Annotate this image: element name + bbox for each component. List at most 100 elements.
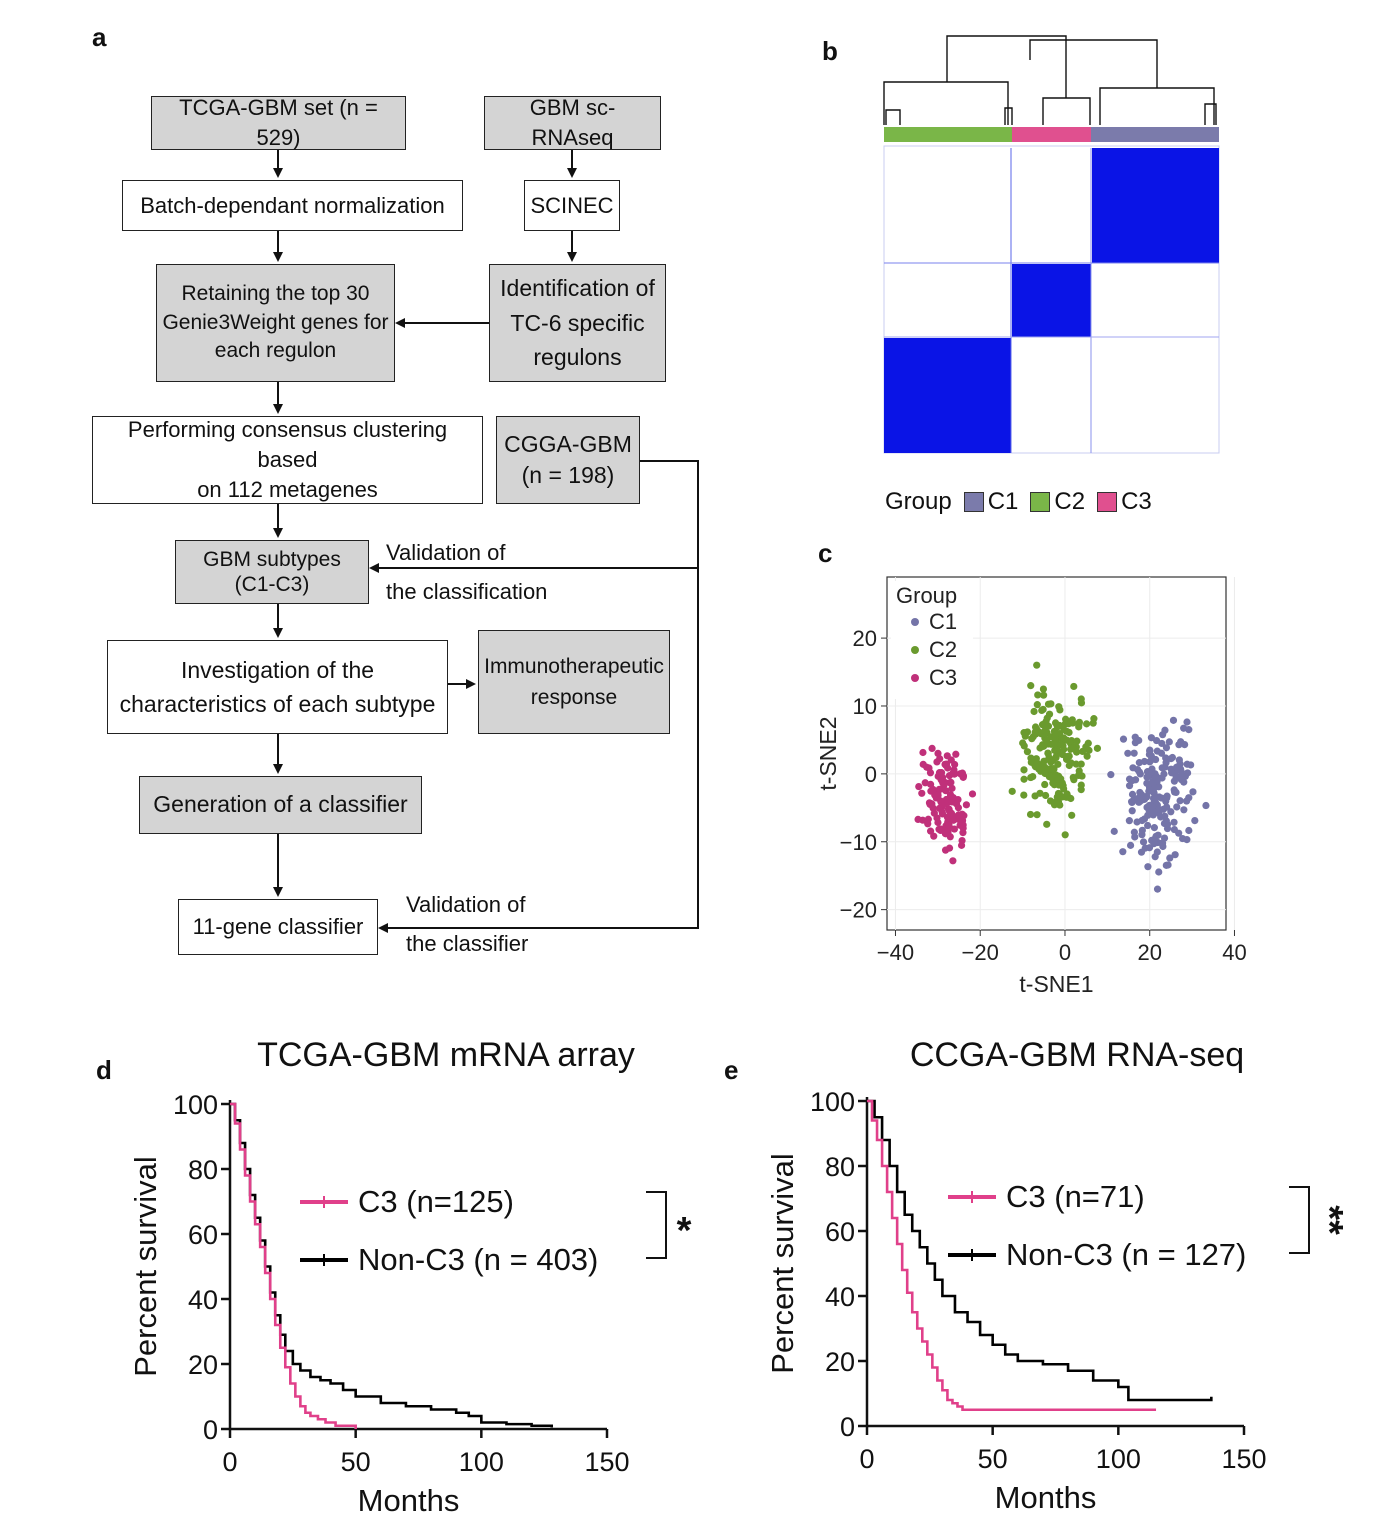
tsne-point [1064, 793, 1072, 801]
tsne-point [938, 799, 947, 808]
tsne-point [1175, 756, 1183, 764]
tsne-point [1140, 795, 1149, 803]
km-title-e: CCGA-GBM RNA-seq [910, 1036, 1244, 1074]
tsne-point [919, 816, 927, 824]
tsne-point [1082, 720, 1091, 728]
tsne-point [1159, 805, 1167, 813]
tsne-point [932, 794, 940, 802]
tsne-point [1077, 760, 1085, 768]
tsne-point [1047, 733, 1055, 741]
tsne-point [944, 805, 953, 813]
tsne-point [934, 791, 942, 799]
tsne-point [1041, 734, 1049, 742]
tsne-point [1020, 742, 1028, 750]
tsne-point [1134, 765, 1142, 774]
tsne-point [949, 769, 957, 778]
tsne-point [1029, 733, 1037, 741]
tsne-point [1145, 750, 1153, 759]
tsne-point [936, 755, 944, 763]
tsne-point [1055, 703, 1063, 711]
tsne-point [1185, 794, 1193, 802]
tsne-point [1031, 761, 1039, 770]
tsne-point [1021, 732, 1029, 740]
tsne-point [943, 752, 951, 760]
tsne-point [925, 764, 933, 772]
heatmap-legend: Group C1 C2 C3 [885, 488, 1152, 516]
tsne-point [952, 750, 960, 758]
tsne-point [1052, 753, 1060, 762]
tsne-point [947, 811, 955, 819]
tsne-point [1068, 811, 1076, 819]
tsne-point [1042, 722, 1050, 730]
box-cgga-gbm: CGGA-GBM (n = 198) [496, 416, 640, 504]
tsne-legend-label: C1 [929, 609, 957, 634]
panel-label-c: c [818, 538, 833, 568]
tsne-point [1053, 722, 1061, 730]
tsne-point [935, 804, 944, 812]
tsne-point [937, 769, 946, 777]
tsne-point [1050, 770, 1058, 778]
km-tick-label-y: 0 [840, 1412, 855, 1442]
tsne-point [914, 815, 922, 824]
tsne-point [1147, 756, 1155, 764]
tsne-point [1054, 789, 1063, 798]
tsne-point [1170, 786, 1178, 794]
tsne-point [1072, 743, 1080, 751]
km-curve-c3-e [867, 1099, 1157, 1412]
km-tick-label-x: 0 [859, 1444, 874, 1474]
tsne-point [1061, 720, 1069, 728]
tsne-point [1180, 724, 1188, 732]
tsne-point [1030, 707, 1038, 716]
tsne-point [1062, 715, 1070, 723]
tsne-point [1143, 768, 1152, 776]
tsne-point [1155, 868, 1163, 876]
tsne-point [959, 824, 967, 832]
tsne-point [1136, 788, 1144, 797]
tsne-point [1065, 728, 1073, 737]
tsne-point [1107, 771, 1115, 779]
tsne-point [1048, 772, 1056, 780]
tsne-point [1155, 809, 1163, 817]
legend-item-c3: C3 [1097, 488, 1152, 516]
km-legend-label: C3 (n=71) [1006, 1179, 1145, 1214]
box-consensus-clustering: Performing consensus clustering based on… [92, 416, 483, 504]
tsne-tick-label-y: 10 [853, 694, 877, 719]
tsne-point [1026, 810, 1035, 819]
tsne-tick-label-y: −10 [840, 830, 877, 855]
tsne-point [1177, 776, 1185, 784]
km-significance-bracket [1289, 1186, 1310, 1254]
tsne-point [1033, 811, 1041, 819]
tsne-point [958, 810, 966, 818]
tsne-point [1075, 718, 1083, 726]
tsne-point [924, 815, 932, 823]
tsne-point [1202, 801, 1210, 810]
tsne-point [946, 833, 954, 841]
tsne-point [1143, 792, 1151, 801]
tsne-point [1143, 773, 1151, 781]
box-identification-regulons: Identification of TC-6 specific regulons [489, 264, 666, 382]
tsne-point [1062, 793, 1070, 801]
tsne-point [1065, 752, 1073, 760]
tsne-point [1146, 758, 1154, 766]
tsne-point [1162, 744, 1171, 752]
panel-label-d: d [96, 1055, 112, 1085]
tsne-point [1138, 816, 1146, 825]
km-y-axis-label-e: Percent survival [765, 1153, 800, 1374]
tsne-tick-label-x: 40 [1222, 940, 1246, 965]
tsne-point [1070, 682, 1078, 691]
tsne-point [1039, 761, 1047, 770]
tsne-point [1149, 811, 1157, 819]
tsne-point [926, 800, 934, 809]
tsne-point [1149, 800, 1158, 808]
tsne-point [1047, 765, 1055, 773]
tsne-point [1153, 848, 1161, 856]
tsne-point [1185, 726, 1193, 734]
tsne-point [1057, 775, 1065, 783]
group-color-bar [884, 127, 1219, 142]
tsne-point [946, 779, 954, 787]
tsne-point [1020, 729, 1028, 737]
tsne-point [1027, 758, 1035, 766]
tsne-point [1032, 730, 1040, 738]
tsne-point [1137, 791, 1146, 799]
heatmap-blocks [883, 145, 1220, 454]
